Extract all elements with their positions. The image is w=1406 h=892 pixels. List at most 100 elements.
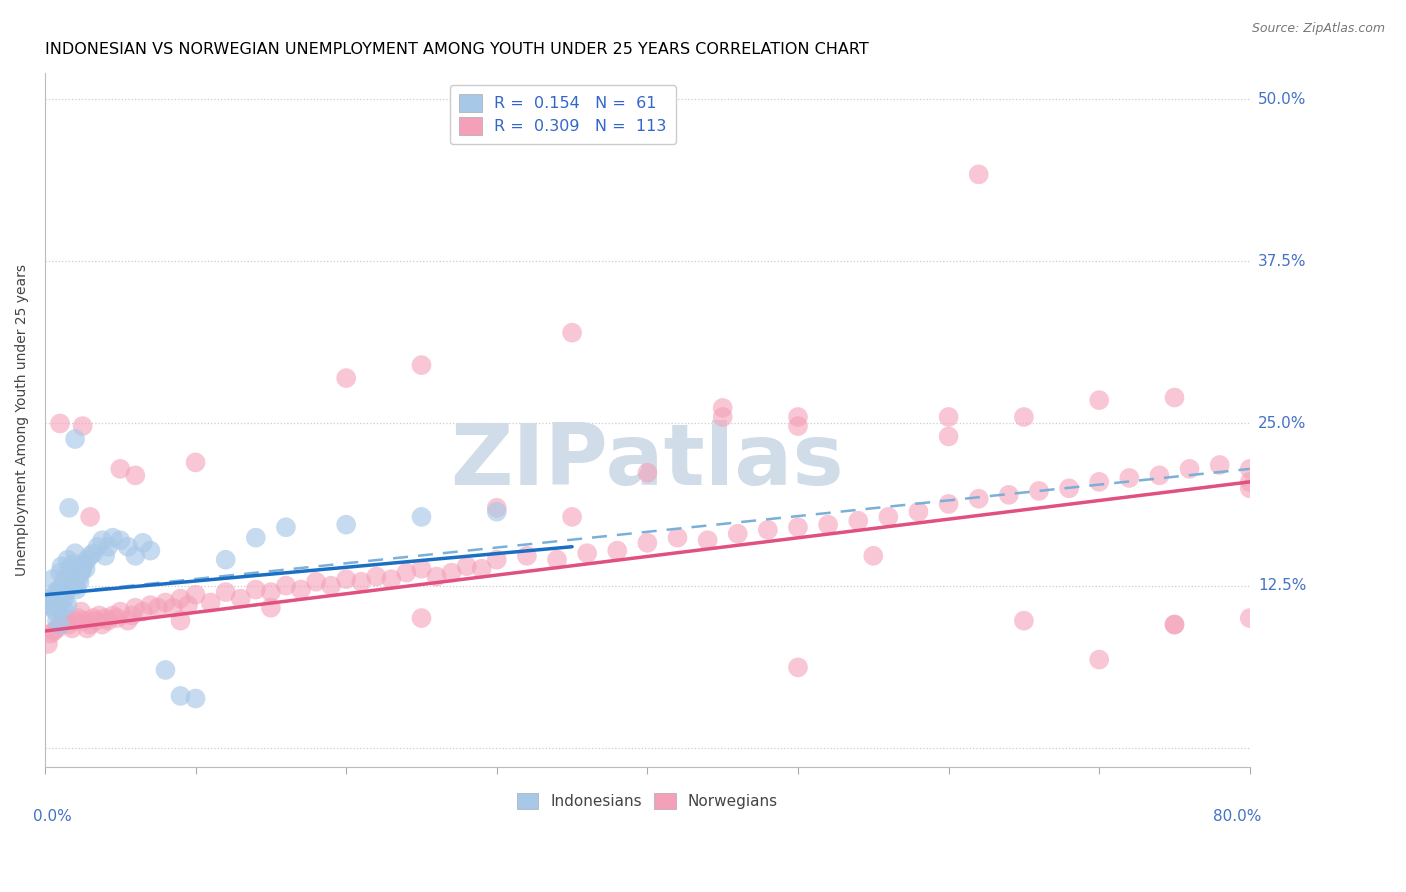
Point [139, 543, 162, 558]
Point [60, 622, 83, 636]
Point [636, 466, 658, 480]
Text: Source: ZipAtlas.com: Source: ZipAtlas.com [1251, 22, 1385, 36]
Point [440, 566, 463, 580]
Point [1012, 409, 1035, 424]
Point [60, 569, 83, 583]
Point [350, 574, 373, 589]
Point [101, 608, 124, 623]
Point [146, 600, 169, 615]
Point [75, 562, 97, 576]
Point [82, 611, 104, 625]
Point [89, 608, 111, 623]
Point [79, 549, 101, 563]
Point [41, 572, 63, 586]
Point [49, 417, 72, 431]
Point [84, 614, 107, 628]
Point [177, 598, 200, 612]
Point [411, 611, 433, 625]
Point [366, 569, 388, 583]
Point [1239, 475, 1261, 489]
Point [215, 552, 238, 566]
Point [169, 614, 191, 628]
Point [1088, 393, 1111, 408]
Point [1163, 617, 1185, 632]
Point [561, 326, 583, 340]
Point [998, 488, 1021, 502]
Point [91, 617, 114, 632]
Point [606, 543, 628, 558]
Point [967, 168, 990, 182]
Point [124, 600, 146, 615]
Point [756, 523, 779, 537]
Point [411, 509, 433, 524]
Point [711, 409, 734, 424]
Point [52, 600, 75, 615]
Point [65, 582, 87, 597]
Point [97, 614, 120, 628]
Point [938, 497, 960, 511]
Point [94, 549, 117, 563]
Text: INDONESIAN VS NORWEGIAN UNEMPLOYMENT AMONG YOUTH UNDER 25 YEARS CORRELATION CHAR: INDONESIAN VS NORWEGIAN UNEMPLOYMENT AMO… [45, 42, 869, 57]
Point [55, 611, 77, 625]
Point [76, 552, 98, 566]
Point [69, 574, 91, 589]
Point [321, 579, 343, 593]
Point [546, 552, 568, 566]
Point [46, 588, 69, 602]
Point [169, 591, 191, 606]
Point [56, 552, 79, 566]
Point [110, 533, 132, 548]
Point [787, 660, 810, 674]
Point [48, 582, 70, 597]
Point [335, 572, 357, 586]
Point [1239, 481, 1261, 495]
Point [305, 574, 328, 589]
Point [117, 540, 139, 554]
Point [105, 611, 128, 625]
Point [696, 533, 718, 548]
Point [79, 509, 101, 524]
Point [425, 569, 447, 583]
Point [290, 582, 312, 597]
Point [411, 562, 433, 576]
Point [817, 517, 839, 532]
Point [200, 595, 222, 609]
Point [938, 429, 960, 443]
Point [1028, 483, 1050, 498]
Point [37, 637, 59, 651]
Point [877, 509, 900, 524]
Point [38, 598, 60, 612]
Point [229, 591, 252, 606]
Point [636, 536, 658, 550]
Point [274, 579, 297, 593]
Point [576, 546, 599, 560]
Point [485, 552, 508, 566]
Point [49, 617, 72, 632]
Point [1239, 611, 1261, 625]
Point [1149, 468, 1171, 483]
Point [55, 585, 77, 599]
Point [124, 468, 146, 483]
Point [67, 611, 90, 625]
Point [335, 371, 357, 385]
Point [63, 546, 86, 560]
Point [56, 598, 79, 612]
Point [245, 531, 267, 545]
Point [91, 533, 114, 548]
Point [70, 605, 93, 619]
Point [1163, 391, 1185, 405]
Point [666, 531, 689, 545]
Point [335, 517, 357, 532]
Point [63, 614, 86, 628]
Point [42, 591, 65, 606]
Point [380, 572, 402, 586]
Point [117, 614, 139, 628]
Point [73, 614, 96, 628]
Point [72, 562, 94, 576]
Point [39, 595, 62, 609]
Point [1057, 481, 1080, 495]
Point [58, 500, 80, 515]
Point [169, 689, 191, 703]
Point [485, 500, 508, 515]
Point [132, 605, 155, 619]
